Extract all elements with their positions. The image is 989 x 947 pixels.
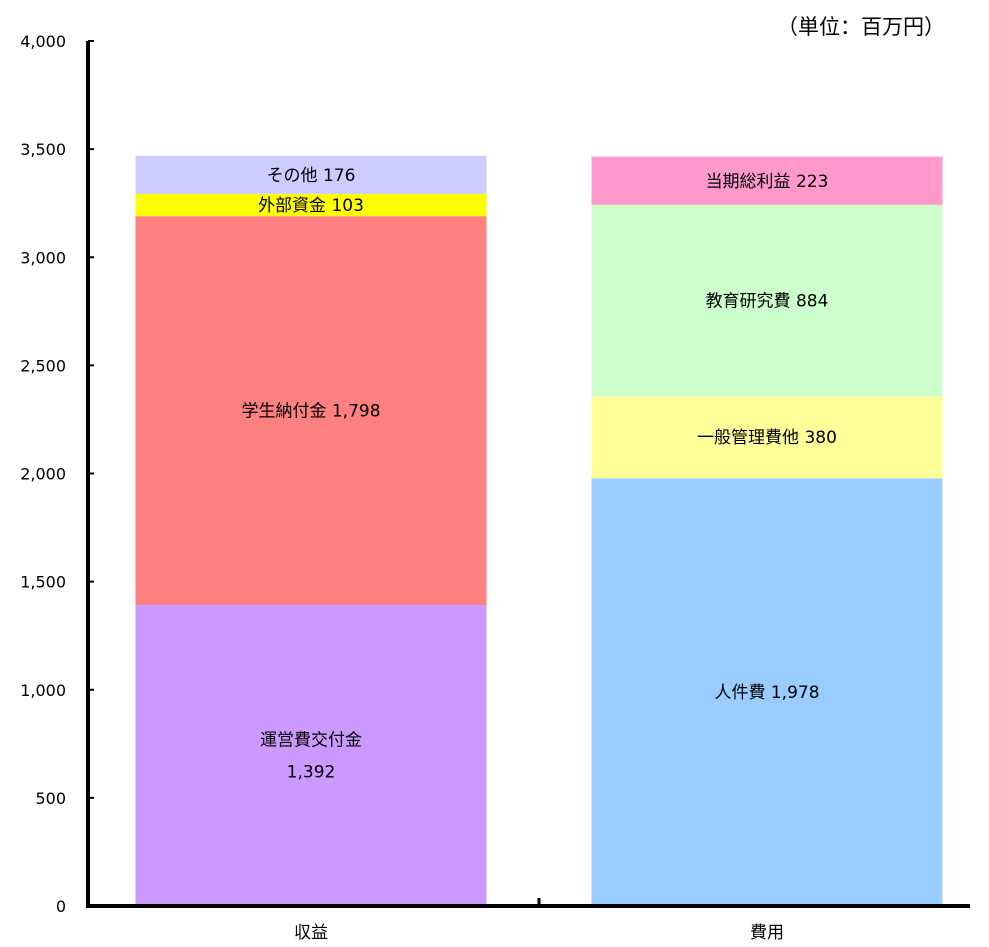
y-axis-ticks: 0 500 1,000 1,500 2,000 2,500 3,000 3,500 4,000 — [20, 32, 94, 916]
segment-label: 外部資金 103 — [258, 196, 364, 216]
bar-segment — [135, 604, 487, 906]
y-tick-label: 500 — [35, 789, 66, 808]
y-tick-label: 1,000 — [20, 681, 66, 700]
y-tick-label: 0 — [56, 897, 66, 916]
category-labels: 収益 費用 — [294, 923, 784, 943]
x-category-label: 費用 — [750, 923, 784, 943]
segment-label: 1,392 — [287, 762, 336, 782]
y-tick-label: 3,000 — [20, 248, 66, 267]
y-tick-label: 3,500 — [20, 140, 66, 159]
segment-label: 教育研究費 884 — [706, 292, 829, 312]
bar-segment — [135, 155, 487, 194]
segment-label: 当期総利益 223 — [706, 172, 829, 192]
unit-label: （単位：百万円） — [777, 15, 945, 39]
segment-label: その他 176 — [267, 166, 356, 186]
y-tick-label: 4,000 — [20, 32, 66, 51]
y-tick-label: 1,500 — [20, 573, 66, 592]
y-tick-label: 2,500 — [20, 356, 66, 375]
segment-label: 一般管理費他 380 — [697, 428, 837, 448]
bars: 運営費交付金 1,392 学生納付金 1,798 外部資金 103 その他 176 人件費… — [135, 155, 943, 906]
bar-segment — [591, 478, 943, 906]
x-category-label: 収益 — [294, 923, 328, 943]
bar-segment — [591, 396, 943, 479]
bar-segment — [135, 216, 487, 605]
y-tick-label: 2,000 — [20, 465, 66, 484]
bar-segment — [135, 193, 487, 217]
segment-label: 運営費交付金 — [260, 730, 362, 750]
segment-label: 学生納付金 1,798 — [241, 402, 380, 422]
bar-segment — [591, 204, 943, 397]
axes — [86, 41, 970, 908]
segment-label: 人件費 1,978 — [714, 683, 819, 703]
bar-segment — [591, 156, 943, 205]
